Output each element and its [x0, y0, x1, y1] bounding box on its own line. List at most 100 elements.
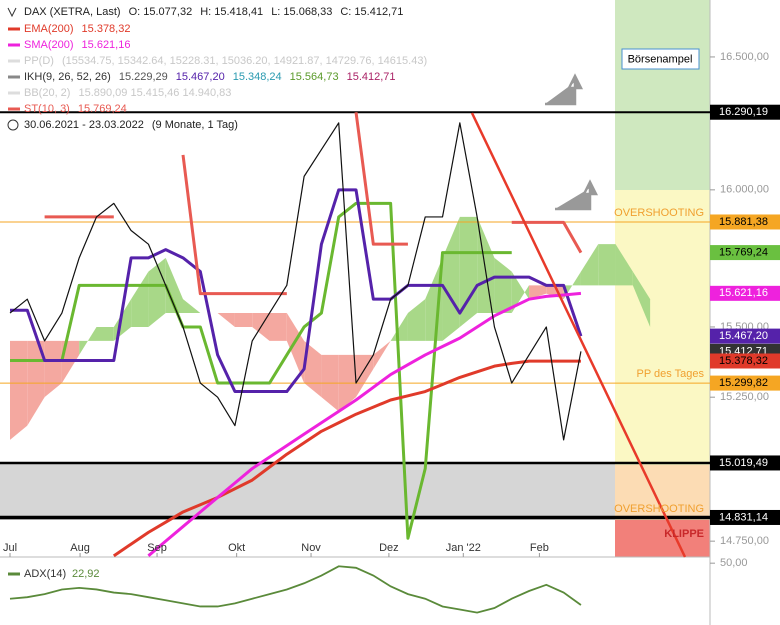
legend: DAX (XETRA, Last) O: 15.077,32 H: 15.418,4… — [7, 6, 427, 580]
level-label-box — [710, 455, 780, 471]
cloud-segment — [598, 244, 616, 286]
level-label: 15.299,82 — [719, 377, 768, 389]
legend-text: 15.467,20 — [176, 71, 225, 83]
legend-text: PP(D) — [24, 55, 54, 67]
level-label-box — [710, 214, 780, 230]
legend-text: 15.378,32 — [82, 23, 131, 35]
x-tick-label: Jan '22 — [446, 542, 481, 554]
legend-text: 15.348,24 — [233, 71, 282, 83]
legend-text: C: 15.412,71 — [340, 6, 403, 18]
x-tick-label: Feb — [530, 542, 549, 554]
arrow-icon — [545, 73, 584, 106]
level-label: 15.769,24 — [719, 246, 768, 258]
legend-text: 15.564,73 — [290, 71, 339, 83]
level-label: 14.831,14 — [719, 511, 768, 523]
cloud-segment — [390, 313, 408, 341]
cloud-segment — [234, 313, 253, 327]
cloud-segment — [511, 271, 530, 314]
trend-line — [470, 112, 687, 558]
cloud-segment — [563, 271, 581, 300]
legend-text: 22,92 — [72, 568, 100, 580]
level-label-box — [710, 509, 780, 525]
x-tick-label: Sep — [147, 542, 167, 554]
annotation: PP des Tages — [637, 368, 705, 380]
legend-text: 15.412,71 — [347, 71, 396, 83]
level-label: 15.019,49 — [719, 457, 768, 469]
cloud-segment — [356, 354, 374, 398]
cloud-segment — [459, 216, 478, 327]
y-tick-label: 15.250,00 — [720, 391, 769, 403]
level-label: 15.378,32 — [719, 355, 768, 367]
legend-text: L: 15.068,33 — [271, 6, 332, 18]
tenkan-line — [10, 188, 583, 394]
annotation: OVERSHOOTING — [614, 207, 704, 219]
legend-text: H: 15.418,41 — [200, 6, 263, 18]
cloud-segment — [96, 326, 114, 341]
x-tick-label: Okt — [228, 542, 245, 554]
legend-swatch — [8, 59, 20, 63]
legend-text: EMA(200) — [24, 23, 74, 35]
arrow-icon — [555, 179, 599, 211]
level-label-box — [710, 375, 780, 391]
support-zone — [0, 463, 615, 520]
level-label-box — [710, 353, 780, 369]
cloud-segment — [10, 340, 28, 440]
cloud-segment — [217, 313, 235, 327]
level-label-box — [710, 245, 780, 261]
level-label-box — [710, 285, 780, 301]
price-line — [9, 122, 582, 441]
cloud-segment — [373, 340, 391, 369]
annotation: KLIPPE — [664, 528, 704, 540]
legend-swatch — [8, 27, 20, 31]
cloud-segment — [529, 285, 547, 300]
x-tick-label: Dez — [379, 542, 399, 554]
indicator-line — [44, 112, 583, 296]
adx-line — [9, 565, 582, 614]
legend-text: 30.06.2021 - 23.03.2022 — [24, 119, 144, 131]
level-label-box — [710, 104, 780, 120]
legend-text: ST(10, 3) — [24, 103, 70, 115]
legend-text: IKH(9, 26, 52, 26) — [24, 71, 111, 83]
legend-text: O: 15.077,32 — [129, 6, 193, 18]
legend-text: DAX (XETRA, Last) — [24, 6, 121, 18]
y-tick-label: 16.000,00 — [720, 184, 769, 196]
cloud-segment — [286, 313, 305, 384]
x-tick-label: Jul — [3, 542, 17, 554]
red-zone — [615, 520, 710, 557]
legend-swatch — [8, 91, 20, 95]
level-label: 16.290,19 — [719, 106, 768, 118]
legend-text: (9 Monate, 1 Tag) — [152, 119, 238, 131]
level-label: 15.881,38 — [719, 216, 768, 228]
x-tick-label: Nov — [301, 542, 321, 554]
cloud-segment — [183, 299, 201, 314]
level-label: 15.467,20 — [719, 330, 768, 342]
legend-swatch — [8, 572, 20, 576]
legend-text: 15.621,16 — [82, 39, 131, 51]
legend-text: 15.229,29 — [119, 71, 168, 83]
legend-swatch — [8, 75, 20, 79]
legend-text: (15534.75, 15342.64, 15228.31, 15036.20,… — [62, 55, 427, 67]
x-tick-label: Aug — [70, 542, 90, 554]
legend-swatch — [8, 43, 20, 47]
cloud-segment — [442, 216, 460, 341]
legend-text: 15.890,09 15.415,46 14.940,83 — [78, 87, 231, 99]
kijun-line — [10, 201, 512, 540]
legend-text: SMA(200) — [24, 39, 74, 51]
legend-swatch — [8, 107, 20, 111]
cloud-segment — [79, 326, 97, 355]
green-zone — [615, 0, 710, 190]
annotation: OVERSHOOTING — [614, 503, 704, 515]
cloud-segment — [632, 271, 651, 327]
cloud-segment — [494, 257, 512, 314]
cloud-segment — [580, 244, 599, 286]
legend-icon — [7, 7, 17, 18]
y-tick-label: 16.500,00 — [720, 51, 769, 63]
cloud-segment — [269, 313, 287, 341]
cloud-segment — [407, 299, 426, 341]
y-tick-label: 14.750,00 — [720, 535, 769, 547]
legend-text: BB(20, 2) — [24, 87, 70, 99]
indicator-line — [112, 359, 581, 558]
cloud-segment — [615, 244, 633, 286]
legend-icon — [7, 119, 19, 131]
